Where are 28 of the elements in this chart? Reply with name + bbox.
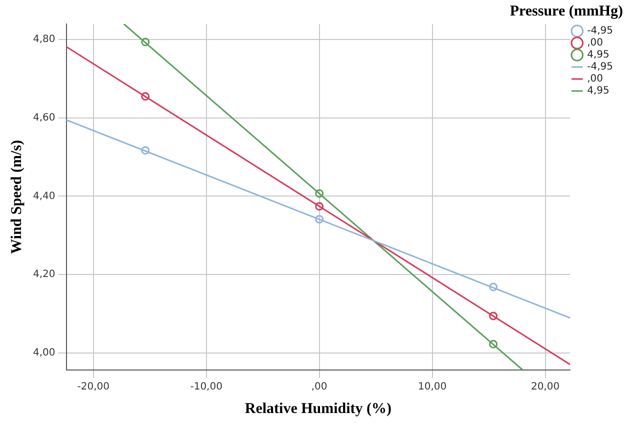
point bbox=[141, 38, 150, 46]
y-axis-title: Wind Speed (m/s) bbox=[8, 140, 25, 254]
legend-label: ,00 bbox=[587, 74, 604, 85]
legend-title: Pressure (mmHg) bbox=[510, 3, 623, 20]
point bbox=[141, 146, 150, 155]
y-tick-label: 4,60 bbox=[33, 112, 56, 124]
point bbox=[489, 282, 498, 292]
point bbox=[315, 202, 324, 211]
y-tick-label: 4,80 bbox=[33, 34, 56, 46]
x-tick-label: ,00 bbox=[311, 382, 328, 393]
y-tick-label: 4,40 bbox=[33, 190, 56, 202]
point bbox=[489, 340, 498, 348]
x-axis-title: Relative Humidity (%) bbox=[244, 400, 392, 417]
point bbox=[489, 312, 498, 320]
x-tick-label: -20,00 bbox=[77, 382, 110, 393]
legend-label: ,00 bbox=[587, 38, 604, 49]
point bbox=[315, 215, 324, 224]
x-tick-label: -10,00 bbox=[190, 382, 222, 393]
y-tick-label: 4,20 bbox=[33, 269, 56, 280]
point bbox=[141, 92, 150, 101]
legend-label: -4,95 bbox=[587, 26, 613, 37]
legend-label: 4,95 bbox=[587, 50, 610, 61]
y-tick-label: 4,00 bbox=[33, 347, 56, 358]
x-tick-label: 10,00 bbox=[418, 382, 447, 393]
legend-label: -4,95 bbox=[587, 62, 613, 73]
x-tick-label: 20,00 bbox=[530, 382, 560, 393]
legend-label: 4,95 bbox=[587, 86, 610, 97]
point bbox=[315, 189, 324, 198]
